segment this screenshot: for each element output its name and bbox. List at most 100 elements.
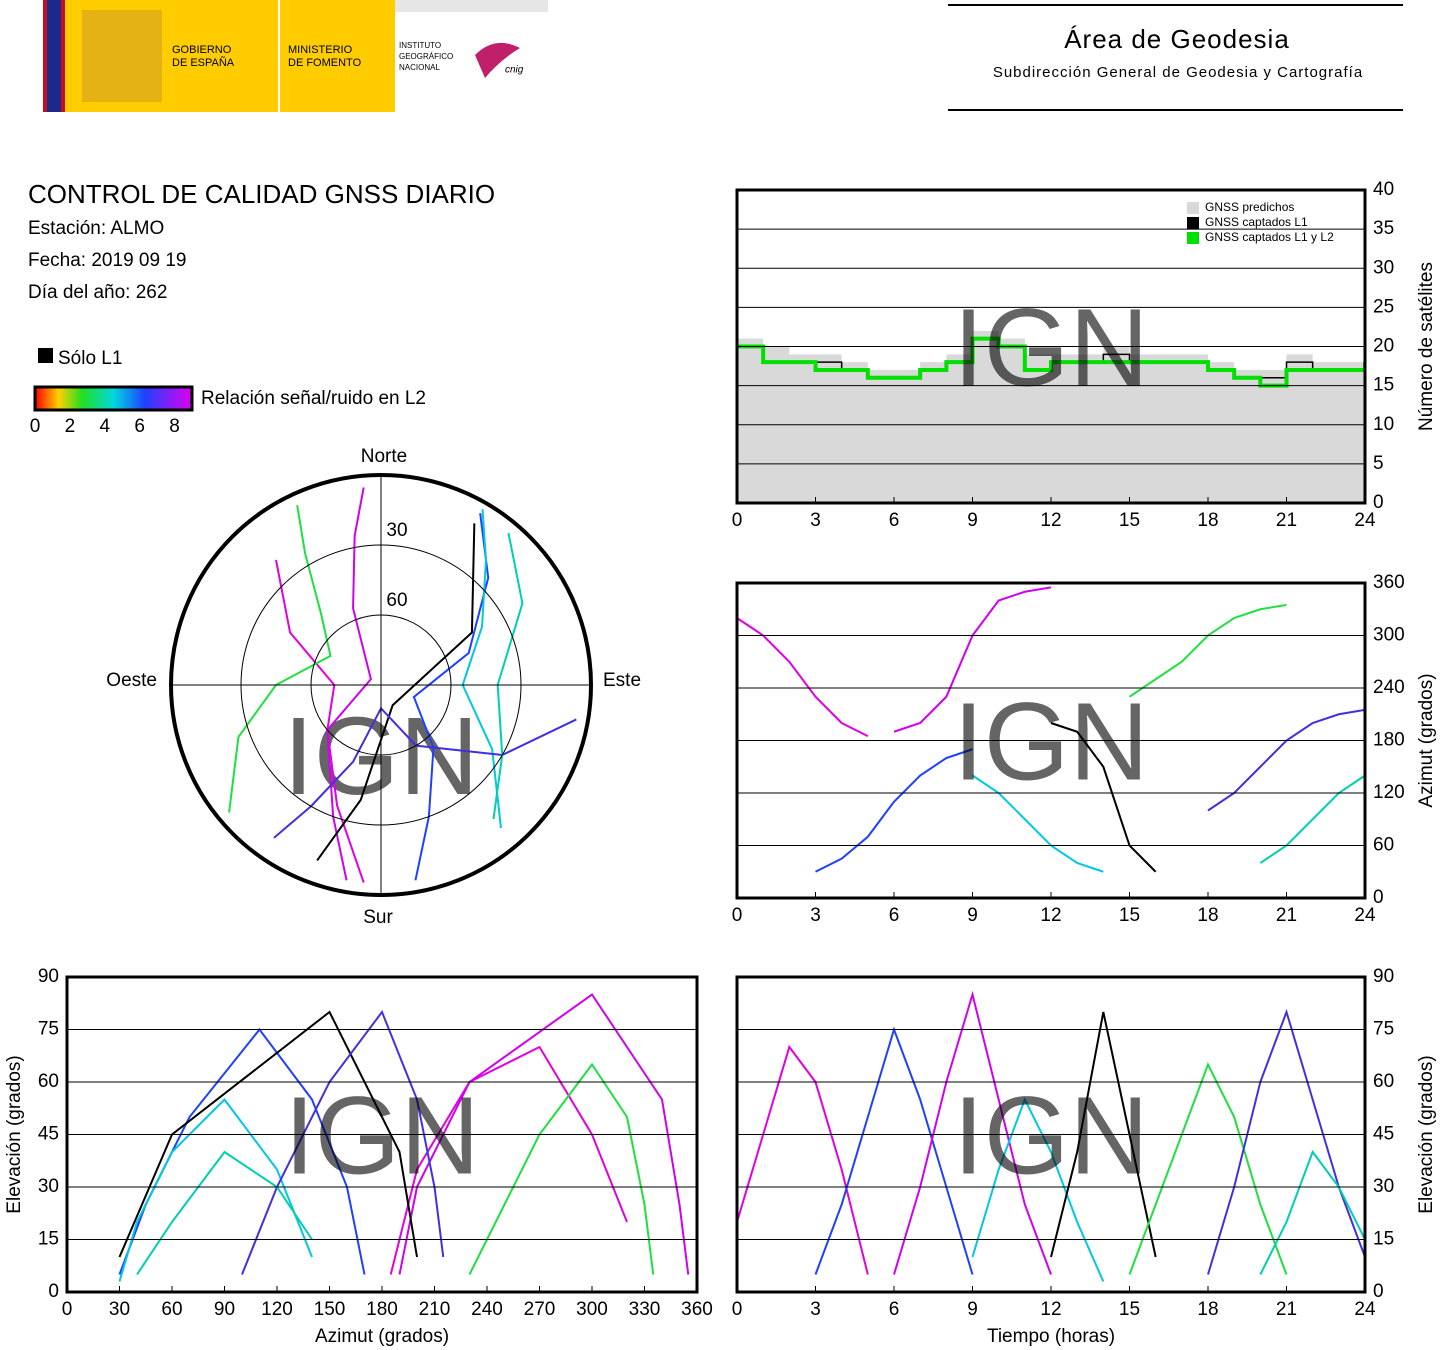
y-tick-label: 5 [1373, 453, 1384, 474]
track [815, 748, 973, 873]
y-axis-label: Número de satélites [1416, 262, 1437, 431]
legend-swatch [1187, 202, 1199, 214]
ign-logo [475, 42, 520, 78]
y-axis-label: Elevación (grados) [4, 1055, 25, 1213]
y-tick-label: 0 [1373, 1281, 1384, 1302]
track [1050, 722, 1157, 873]
x-tick-label: 15 [1119, 510, 1140, 531]
frame [735, 975, 1367, 1294]
track [737, 617, 869, 738]
y-tick-label: 15 [1373, 375, 1394, 396]
y-tick-label: 0 [1373, 887, 1384, 908]
track [118, 1097, 313, 1282]
x-tick-label: 6 [889, 905, 900, 926]
divider [278, 0, 280, 112]
track [971, 1096, 1105, 1282]
y-tick-label: 60 [1373, 835, 1394, 856]
x-tick-label: 60 [161, 1299, 182, 1320]
x-tick-label: 21 [1276, 510, 1297, 531]
colorbar-label: Relación señal/ruido en L2 [201, 388, 426, 409]
ring-label: 60 [386, 590, 407, 611]
y-tick-label: 120 [1373, 782, 1405, 803]
track [468, 1062, 655, 1275]
x-axis-label: Tiempo (horas) [987, 1326, 1115, 1347]
track [275, 559, 365, 883]
x-tick-label: 21 [1276, 905, 1297, 926]
y-tick-label: 60 [38, 1071, 59, 1092]
y-tick-label: 300 [1373, 625, 1405, 646]
y-axis-label: Azimut (grados) [1416, 673, 1437, 807]
frame [735, 188, 1367, 505]
east-label: Este [603, 670, 641, 691]
y-tick-label: 30 [38, 1176, 59, 1197]
y-tick-label: 25 [1373, 296, 1394, 317]
watermark: IGN [953, 681, 1149, 804]
x-tick-label: 6 [889, 510, 900, 531]
y-tick-label: 30 [1373, 1176, 1394, 1197]
area-title: Área de Geodesia [1064, 24, 1290, 54]
y-tick-label: 20 [1373, 336, 1394, 357]
y-tick-label: 0 [48, 1281, 59, 1302]
ministerio-2: DE FOMENTO [288, 57, 362, 69]
l1-swatch [38, 348, 53, 363]
legend-label: GNSS predichos [1205, 200, 1294, 214]
track [1207, 1008, 1365, 1275]
eu-band [47, 0, 61, 112]
y-tick-label: 15 [38, 1229, 59, 1250]
y-tick-label: 10 [1373, 414, 1394, 435]
x-tick-label: 15 [1119, 1299, 1140, 1320]
y-tick-label: 75 [1373, 1019, 1394, 1040]
x-axis-label: Azimut (grados) [315, 1326, 449, 1347]
legend-swatch [1187, 232, 1199, 244]
x-tick-label: 0 [732, 905, 743, 926]
x-tick-label: 330 [629, 1299, 661, 1320]
colorbar [33, 385, 194, 412]
instituto-1: INSTITUTO [399, 41, 441, 50]
y-tick-label: 240 [1373, 677, 1405, 698]
y-tick-label: 360 [1373, 572, 1405, 593]
track [1128, 1061, 1288, 1275]
watermark: IGN [284, 1075, 480, 1198]
date: Fecha: 2019 09 19 [28, 250, 186, 271]
x-tick-label: 18 [1197, 510, 1218, 531]
x-tick-label: 210 [419, 1299, 451, 1320]
doy: Día del año: 262 [28, 282, 167, 303]
x-tick-label: 180 [366, 1299, 398, 1320]
y-tick-label: 90 [38, 966, 59, 987]
track [814, 1026, 974, 1275]
y-tick-label: 40 [1373, 179, 1394, 200]
track [1128, 603, 1287, 698]
x-tick-label: 9 [967, 510, 978, 531]
area [737, 330, 1365, 503]
x-tick-label: 24 [1354, 510, 1376, 531]
cnig: cnig [505, 65, 524, 76]
x-tick-label: 12 [1040, 510, 1061, 531]
track [492, 532, 524, 820]
instituto-3: NACIONAL [399, 63, 440, 72]
x-tick-label: 9 [967, 905, 978, 926]
watermark: IGN [953, 287, 1149, 410]
y-tick-label: 0 [1373, 492, 1384, 513]
y-tick-label: 35 [1373, 218, 1394, 239]
area-subtitle: Subdirección General de Geodesia y Carto… [993, 64, 1363, 81]
y-tick-label: 15 [1373, 1229, 1394, 1250]
gobierno-2: DE ESPAÑA [172, 56, 235, 69]
x-tick-label: 18 [1197, 1299, 1218, 1320]
x-tick-label: 30 [109, 1299, 130, 1320]
x-tick-label: 240 [471, 1299, 503, 1320]
x-tick-label: 0 [732, 1299, 743, 1320]
x-tick-label: 15 [1119, 905, 1140, 926]
l1-label: Sólo L1 [58, 348, 122, 369]
x-tick-label: 9 [967, 1299, 978, 1320]
colorbar-tick-label: 0 [30, 416, 41, 437]
x-tick-label: 300 [576, 1299, 608, 1320]
x-tick-label: 120 [261, 1299, 293, 1320]
y-axis-label: Elevación (grados) [1416, 1055, 1437, 1213]
y-tick-label: 45 [38, 1124, 59, 1145]
legend-label: GNSS captados L1 [1205, 215, 1308, 229]
x-tick-label: 270 [524, 1299, 556, 1320]
legend-swatch [1187, 217, 1199, 229]
track [1207, 708, 1365, 812]
y-tick-label: 30 [1373, 257, 1394, 278]
